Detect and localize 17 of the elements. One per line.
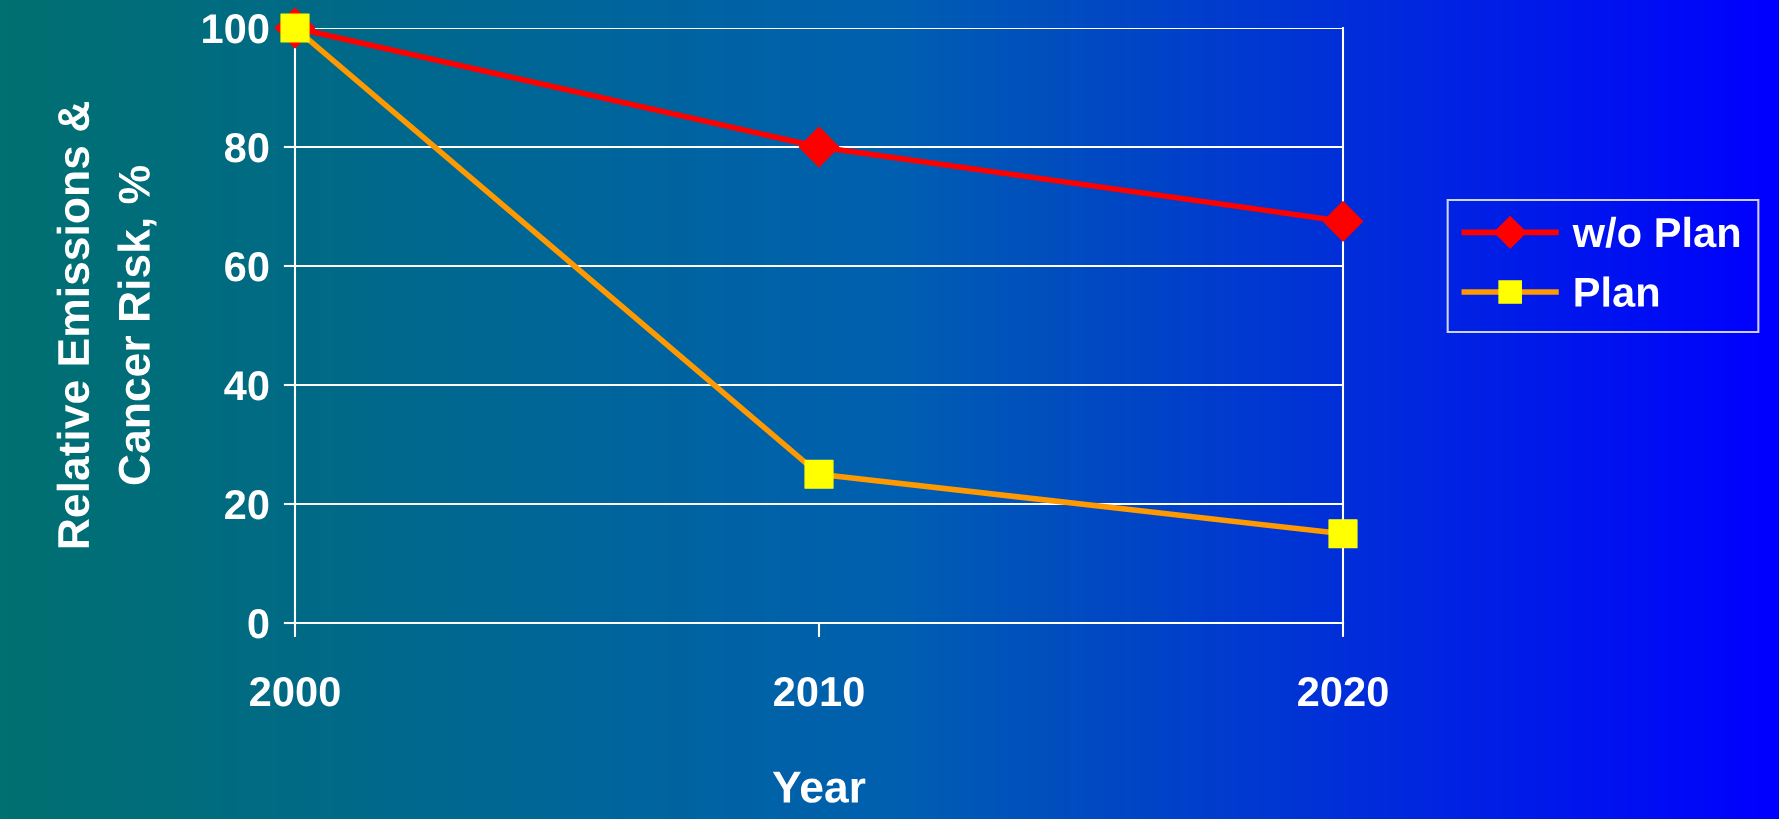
- legend-label: w/o Plan: [1572, 216, 1740, 248]
- y-tick-label: 80: [224, 133, 269, 163]
- legend-label: Plan: [1575, 276, 1659, 308]
- x-tick-label: 2000: [250, 676, 340, 707]
- y-tick-label: 40: [224, 371, 269, 401]
- point: [798, 126, 840, 168]
- point: [1328, 519, 1358, 549]
- x-axis-title: Year: [772, 771, 866, 803]
- point: [1322, 201, 1364, 242]
- y-tick-label: 60: [225, 252, 269, 282]
- y-axis-title: Relative Emissions & Cancer Risk, %: [56, 102, 157, 548]
- y-tick-label: 20: [225, 490, 269, 520]
- x-tick-label: 2020: [1298, 676, 1388, 707]
- y-tick-label: 100: [203, 14, 269, 44]
- y-tick-label: 0: [248, 609, 269, 639]
- point: [804, 459, 834, 489]
- x-tick-label: 2010: [774, 676, 864, 707]
